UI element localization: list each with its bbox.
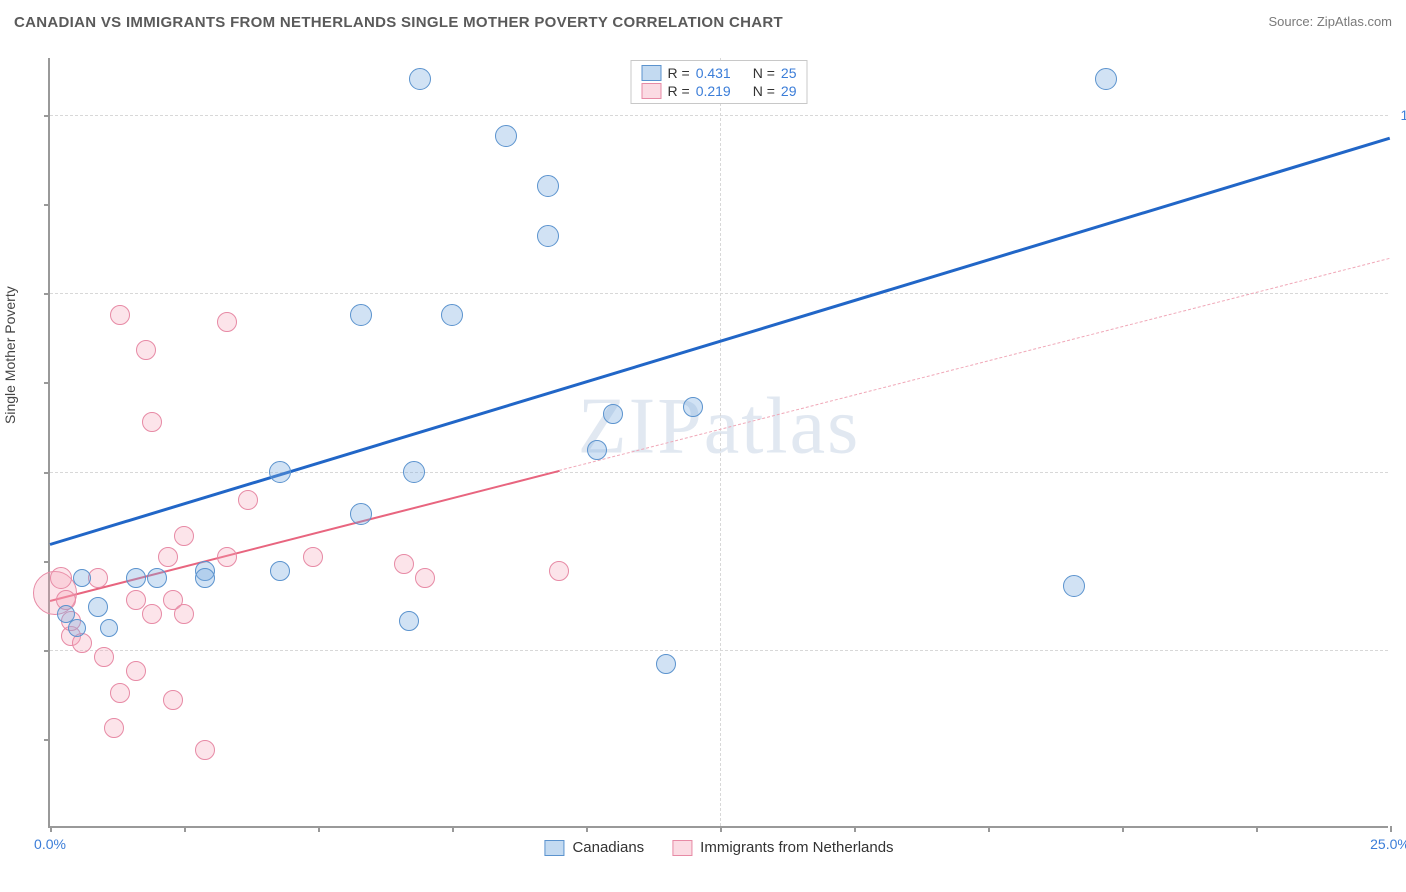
y-tick-mark: [44, 293, 50, 295]
scatter-point: [68, 619, 86, 637]
y-tick-mark: [44, 739, 50, 741]
scatter-point: [1095, 68, 1117, 90]
correlation-legend: R = 0.431 N = 25 R = 0.219 N = 29: [631, 60, 808, 104]
r-label: R =: [668, 83, 690, 99]
n-label: N =: [753, 65, 775, 81]
scatter-point: [441, 304, 463, 326]
swatch-pink-icon: [672, 840, 692, 856]
legend-label-canadians: Canadians: [572, 839, 644, 856]
x-tick-mark: [854, 826, 856, 832]
x-tick-mark: [1390, 826, 1392, 832]
swatch-blue-icon: [544, 840, 564, 856]
y-tick-mark: [44, 650, 50, 652]
scatter-point: [238, 490, 258, 510]
legend-label-immigrants: Immigrants from Netherlands: [700, 839, 893, 856]
scatter-point: [303, 547, 323, 567]
r-value-canadians: 0.431: [696, 65, 731, 81]
watermark-text: ZIPatlas: [578, 381, 861, 472]
scatter-point: [415, 568, 435, 588]
scatter-point: [163, 690, 183, 710]
scatter-point: [88, 568, 108, 588]
y-tick-label: 25.0%: [1394, 642, 1406, 658]
y-tick-label: 75.0%: [1394, 285, 1406, 301]
y-axis-label: Single Mother Poverty: [2, 286, 18, 424]
n-label: N =: [753, 83, 775, 99]
scatter-point: [147, 568, 167, 588]
x-tick-mark: [586, 826, 588, 832]
scatter-point: [350, 304, 372, 326]
gridline-h: [50, 293, 1388, 294]
r-label: R =: [668, 65, 690, 81]
swatch-blue-icon: [642, 65, 662, 81]
y-tick-mark: [44, 561, 50, 563]
scatter-point: [683, 397, 703, 417]
x-tick-label: 25.0%: [1370, 836, 1406, 852]
x-tick-mark: [1256, 826, 1258, 832]
scatter-point: [549, 561, 569, 581]
scatter-point: [142, 412, 162, 432]
scatter-point: [110, 305, 130, 325]
scatter-point: [656, 654, 676, 674]
gridline-h: [50, 650, 1388, 651]
scatter-point: [350, 503, 372, 525]
x-tick-mark: [1122, 826, 1124, 832]
regression-line: [559, 258, 1390, 471]
y-tick-mark: [44, 115, 50, 117]
x-tick-mark: [184, 826, 186, 832]
scatter-point: [174, 604, 194, 624]
gridline-h: [50, 472, 1388, 473]
scatter-point: [195, 740, 215, 760]
y-tick-label: 50.0%: [1394, 464, 1406, 480]
swatch-pink-icon: [642, 83, 662, 99]
scatter-point: [142, 604, 162, 624]
r-value-immigrants: 0.219: [696, 83, 731, 99]
scatter-point: [403, 461, 425, 483]
chart-title: CANADIAN VS IMMIGRANTS FROM NETHERLANDS …: [14, 14, 783, 31]
x-tick-mark: [50, 826, 52, 832]
x-tick-mark: [318, 826, 320, 832]
scatter-point: [394, 554, 414, 574]
scatter-point: [94, 647, 114, 667]
y-tick-mark: [44, 204, 50, 206]
scatter-point: [409, 68, 431, 90]
n-value-canadians: 25: [781, 65, 797, 81]
scatter-point: [587, 440, 607, 460]
scatter-point: [399, 611, 419, 631]
scatter-point: [195, 568, 215, 588]
x-tick-label: 0.0%: [34, 836, 66, 852]
scatter-point: [495, 125, 517, 147]
scatter-point: [270, 561, 290, 581]
y-tick-mark: [44, 382, 50, 384]
scatter-point: [158, 547, 178, 567]
scatter-point: [136, 340, 156, 360]
series-legend: Canadians Immigrants from Netherlands: [544, 839, 893, 856]
x-tick-mark: [720, 826, 722, 832]
source-label: Source: ZipAtlas.com: [1268, 14, 1392, 29]
scatter-point: [217, 312, 237, 332]
x-tick-mark: [452, 826, 454, 832]
scatter-point: [126, 661, 146, 681]
scatter-point: [73, 569, 91, 587]
gridline-v: [720, 58, 721, 826]
scatter-point: [126, 590, 146, 610]
x-tick-mark: [988, 826, 990, 832]
scatter-point: [269, 461, 291, 483]
scatter-point: [537, 175, 559, 197]
gridline-h: [50, 115, 1388, 116]
y-tick-label: 100.0%: [1394, 107, 1406, 123]
scatter-point: [174, 526, 194, 546]
y-tick-mark: [44, 472, 50, 474]
scatter-point: [537, 225, 559, 247]
scatter-point: [88, 597, 108, 617]
scatter-point: [603, 404, 623, 424]
scatter-point: [50, 567, 72, 589]
scatter-point: [104, 718, 124, 738]
scatter-point: [1063, 575, 1085, 597]
scatter-point: [126, 568, 146, 588]
scatter-point: [110, 683, 130, 703]
scatter-point: [100, 619, 118, 637]
n-value-immigrants: 29: [781, 83, 797, 99]
scatter-plot-area: ZIPatlas R = 0.431 N = 25 R = 0.219 N = …: [48, 58, 1388, 828]
scatter-point: [217, 547, 237, 567]
